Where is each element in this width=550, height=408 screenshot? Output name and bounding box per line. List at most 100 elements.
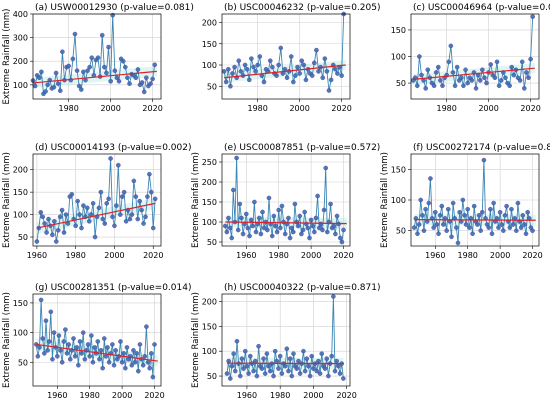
y-tick-label: 150 [202, 322, 217, 331]
data-point [489, 231, 495, 237]
data-point [421, 228, 427, 233]
data-point [45, 82, 50, 88]
data-point [228, 376, 233, 381]
data-point [261, 79, 267, 85]
data-point [99, 32, 105, 38]
data-point [95, 339, 101, 344]
data-point [319, 351, 325, 356]
data-point [78, 87, 84, 92]
data-point [509, 206, 514, 212]
data-point [309, 353, 315, 359]
data-point [452, 83, 458, 89]
x-tick-label: 2000 [490, 251, 510, 260]
data-point [411, 225, 417, 230]
data-point [517, 78, 523, 83]
y-tick-label: 200 [13, 166, 28, 175]
data-point [253, 229, 259, 235]
data-point [473, 86, 479, 91]
data-point [40, 336, 46, 341]
y-tick-label: 250 [202, 158, 217, 167]
data-point [32, 83, 38, 89]
trend-line [414, 219, 536, 221]
data-point [503, 75, 508, 81]
data-point [476, 213, 482, 218]
x-tick-label: 1960 [27, 251, 47, 260]
data-point [66, 342, 71, 347]
data-point [98, 189, 104, 195]
data-point [86, 219, 92, 224]
data-point [322, 366, 328, 371]
data-point [147, 171, 152, 177]
data-point [269, 233, 275, 239]
x-tick-label: 1980 [269, 251, 289, 260]
data-point [133, 75, 139, 81]
data-point [264, 351, 270, 356]
data-point [131, 348, 136, 353]
data-point [36, 75, 42, 81]
data-point [306, 363, 311, 369]
x-tick-label: 1980 [247, 104, 267, 113]
x-tick-label: 2000 [303, 391, 323, 400]
y-tick-label: 50 [396, 227, 406, 236]
data-point [317, 371, 323, 376]
data-point [148, 81, 153, 86]
data-point [426, 200, 432, 206]
data-point [255, 62, 260, 68]
plot-frame [410, 153, 540, 247]
y-tick-label: 150 [391, 26, 406, 35]
data-point [277, 353, 283, 359]
data-point [79, 351, 84, 356]
data-point [461, 83, 466, 89]
data-point [40, 214, 45, 220]
data-point [290, 229, 296, 235]
data-point [123, 365, 128, 371]
data-point [152, 342, 157, 347]
data-point [55, 354, 60, 359]
data-point [135, 216, 141, 222]
data-point [289, 225, 294, 231]
data-point [66, 63, 71, 69]
y-tick-label: 150 [391, 165, 406, 174]
data-point [145, 194, 150, 199]
data-point [34, 239, 40, 244]
data-point [239, 215, 244, 221]
data-point [438, 78, 443, 83]
data-point [110, 214, 115, 220]
chart-panel-3: 1960 1980 2000 2020 50 100 150 200 (d) USC000141… [2, 143, 191, 260]
data-point [337, 371, 343, 376]
data-point [152, 62, 158, 68]
data-point [139, 207, 144, 213]
data-point [123, 219, 129, 224]
data-point [292, 201, 298, 207]
data-point [328, 201, 333, 207]
data-point [256, 215, 262, 221]
data-point [52, 219, 57, 224]
data-point [127, 216, 133, 222]
data-point [525, 209, 530, 215]
data-point [454, 225, 459, 230]
data-point [465, 206, 471, 212]
data-point [522, 86, 527, 91]
data-point [148, 351, 154, 356]
data-point [131, 178, 137, 184]
data-point [237, 201, 243, 207]
data-point [434, 222, 440, 227]
data-point [245, 225, 251, 231]
trend-line [32, 70, 157, 84]
data-point [89, 333, 94, 338]
data-point [74, 345, 80, 350]
data-point [125, 75, 130, 81]
y-tick-label: 50 [207, 82, 217, 91]
data-point [320, 75, 326, 81]
data-point [248, 217, 254, 223]
x-tick-label: 2000 [104, 251, 124, 260]
data-point [492, 75, 498, 81]
x-tick-label: 2000 [100, 104, 120, 113]
data-point [224, 371, 230, 376]
data-point [43, 318, 49, 324]
y-axis-label: Extreme Rainfall (mm) [191, 152, 201, 248]
data-point [465, 80, 470, 86]
data-point [491, 200, 496, 206]
data-point [496, 225, 501, 230]
data-point [501, 228, 506, 233]
